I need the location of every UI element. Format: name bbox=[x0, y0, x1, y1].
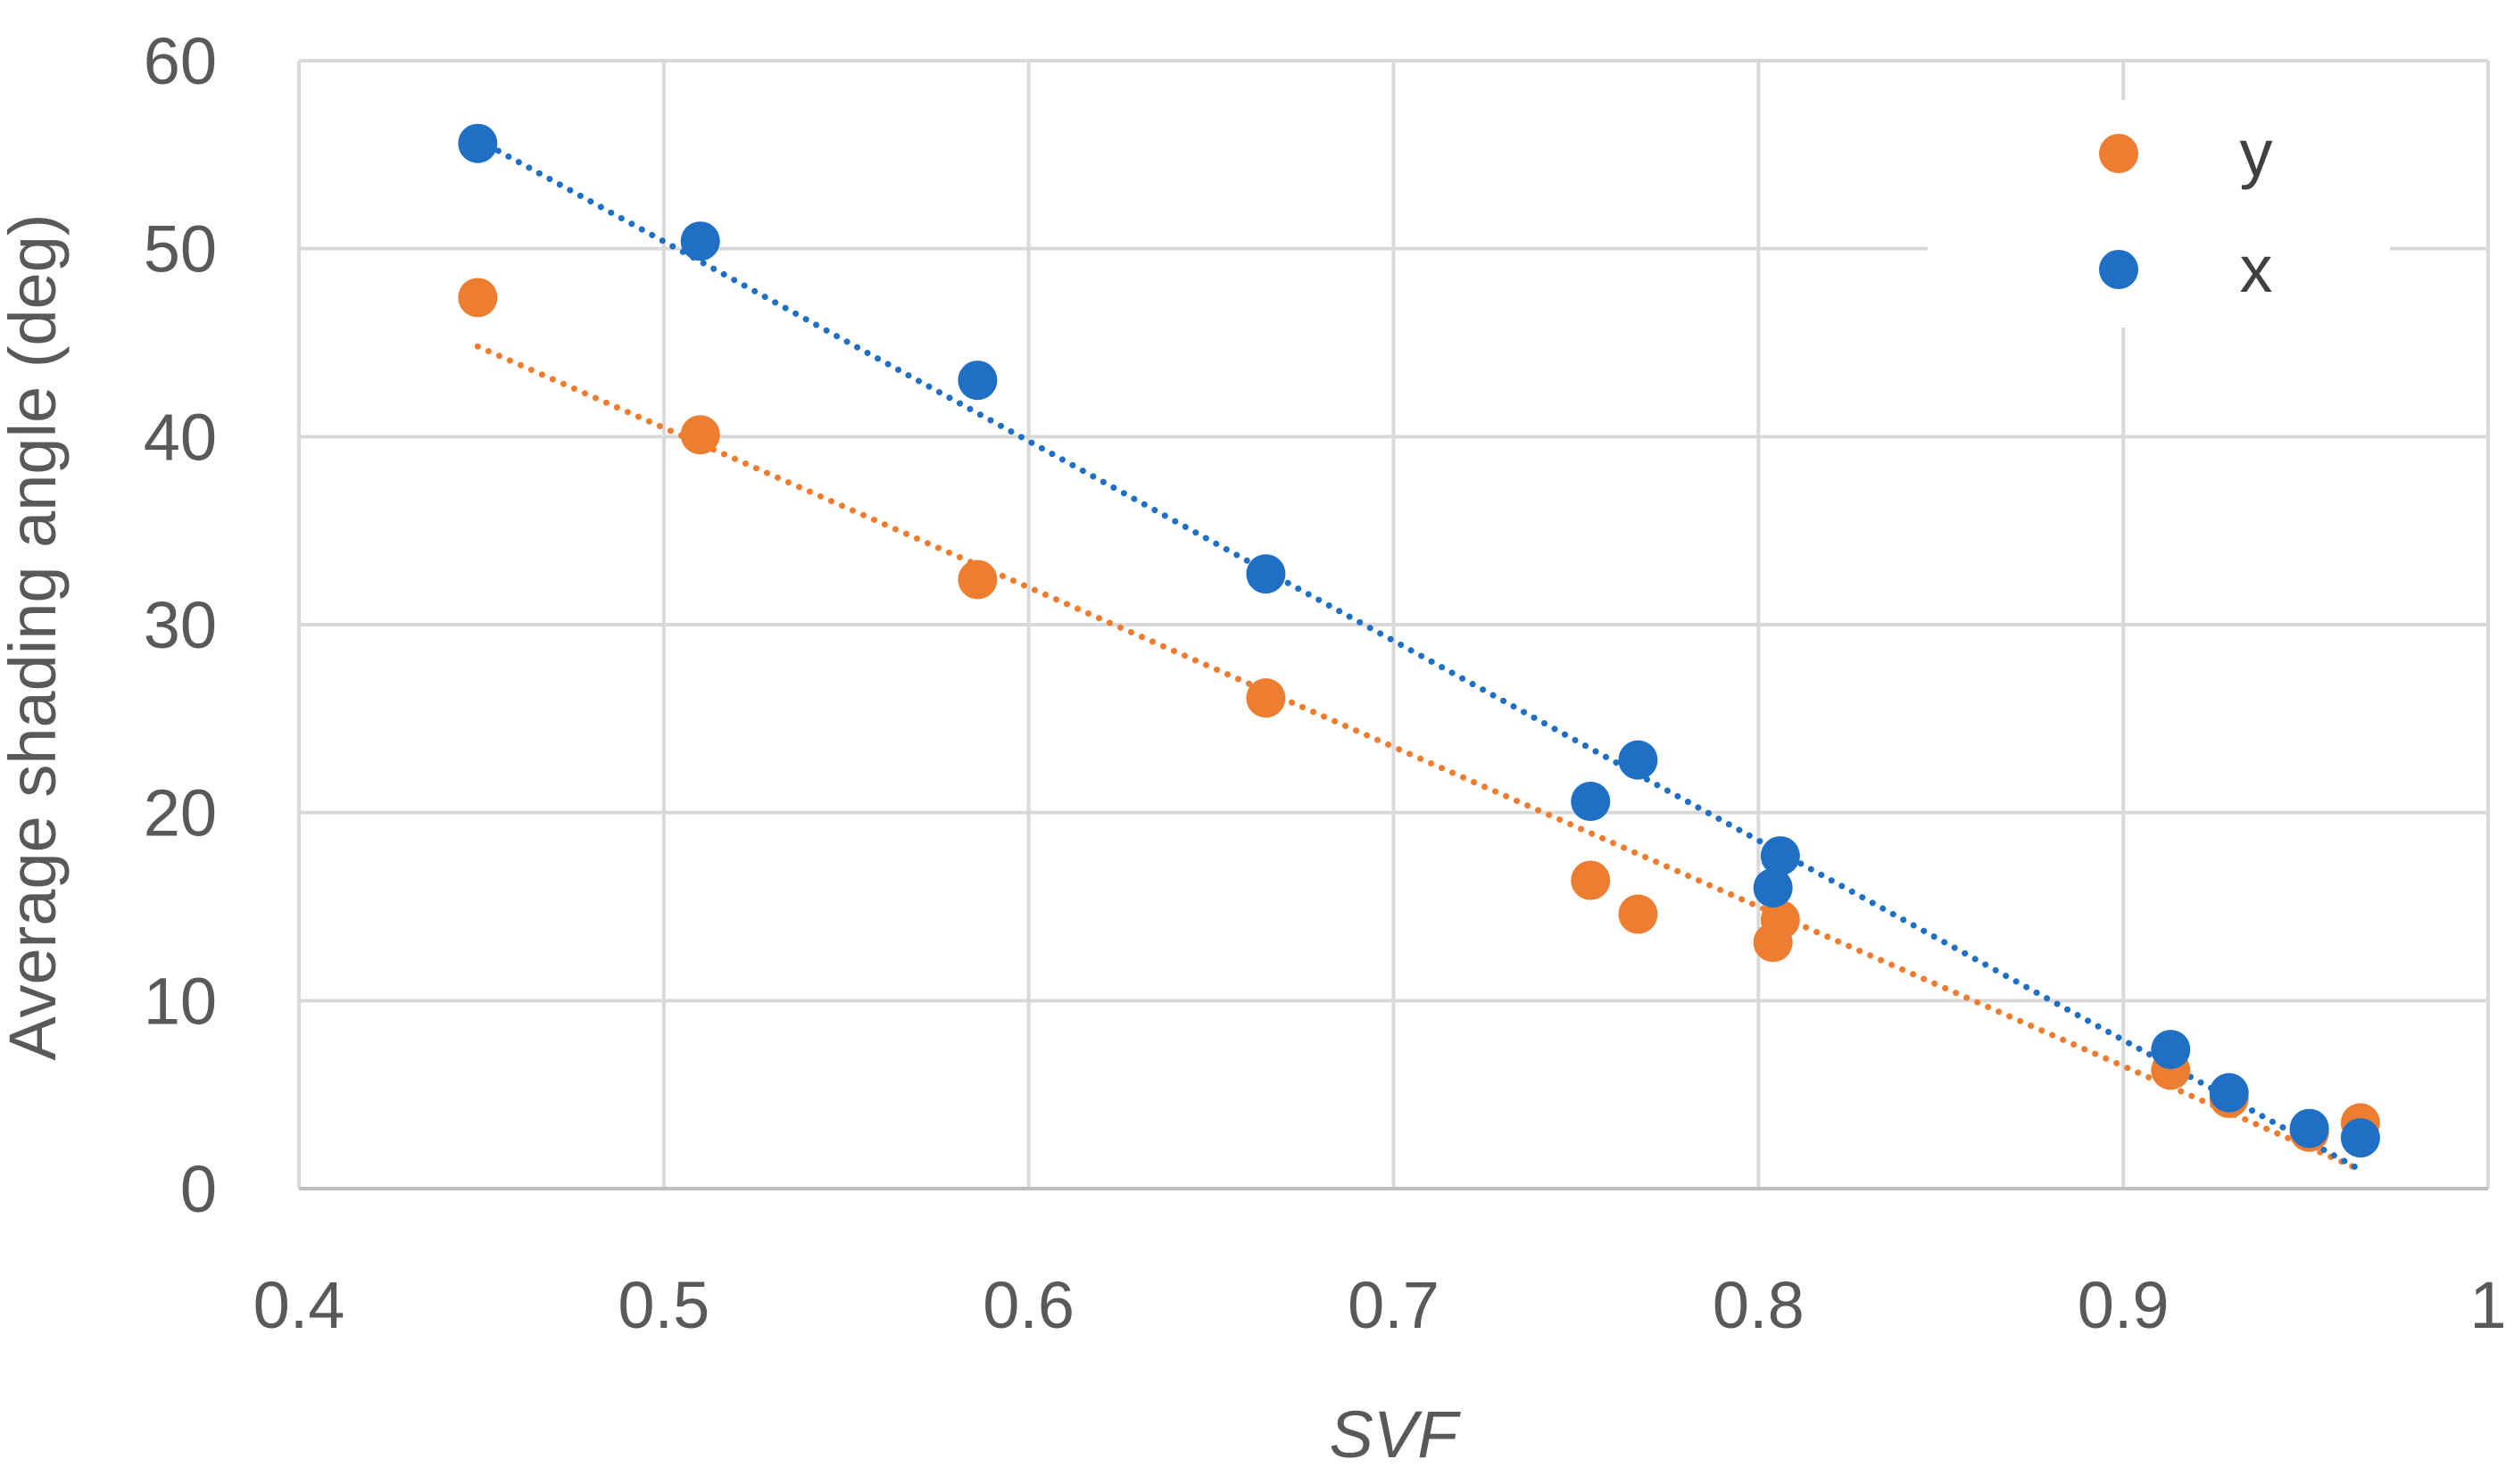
point-y bbox=[458, 278, 498, 318]
y-tick-label: 40 bbox=[144, 400, 217, 474]
legend-label-x: x bbox=[2240, 232, 2273, 306]
x-tick-label: 1 bbox=[2469, 1268, 2506, 1342]
x-tick-label: 0.5 bbox=[618, 1268, 709, 1342]
point-x bbox=[1753, 867, 1793, 908]
x-tick-label: 0.7 bbox=[1348, 1268, 1440, 1342]
point-x bbox=[2151, 1030, 2191, 1070]
trendline-x bbox=[474, 136, 2364, 1173]
point-y bbox=[1760, 900, 1800, 940]
legend: yx bbox=[1928, 100, 2390, 327]
point-x bbox=[1571, 782, 1611, 822]
x-tick-label: 0.8 bbox=[1713, 1268, 1805, 1342]
y-tick-label: 60 bbox=[144, 24, 217, 98]
point-x bbox=[2289, 1108, 2329, 1148]
legend-marker-y bbox=[2099, 134, 2138, 173]
point-y bbox=[1571, 860, 1611, 900]
legend-background bbox=[1928, 100, 2390, 327]
y-tick-label: 30 bbox=[144, 588, 217, 662]
x-tick-label: 0.9 bbox=[2078, 1268, 2170, 1342]
legend-label-y: y bbox=[2240, 116, 2273, 190]
x-axis-title: SVF bbox=[1330, 1397, 1462, 1472]
trendlines bbox=[474, 136, 2364, 1173]
point-y bbox=[680, 415, 720, 455]
point-y bbox=[958, 560, 998, 600]
point-y bbox=[1246, 678, 1286, 718]
point-x bbox=[1760, 836, 1800, 876]
point-x bbox=[2340, 1118, 2380, 1158]
y-tick-label: 50 bbox=[144, 212, 217, 286]
x-tick-label: 0.6 bbox=[983, 1268, 1074, 1342]
y-tick-label: 10 bbox=[144, 964, 217, 1038]
y-tick-label: 0 bbox=[180, 1152, 217, 1226]
point-y bbox=[1618, 894, 1658, 934]
x-tick-label: 0.4 bbox=[253, 1268, 345, 1342]
legend-marker-x bbox=[2099, 250, 2138, 289]
point-x bbox=[680, 221, 720, 261]
point-x bbox=[1246, 554, 1286, 594]
y-axis-title: Average shading angle (deg) bbox=[0, 214, 70, 1061]
point-x bbox=[958, 361, 998, 401]
data-points bbox=[458, 123, 2380, 1158]
y-tick-label: 20 bbox=[144, 776, 217, 850]
point-x bbox=[1618, 740, 1658, 780]
point-x bbox=[2209, 1073, 2249, 1113]
point-x bbox=[458, 123, 498, 163]
trendline-y bbox=[474, 343, 2364, 1173]
tick-labels: 0 10 20 30 40 50 60 0.4 0.5 0.6 0.7 0.8 0.9 1 bbox=[144, 24, 2507, 1342]
